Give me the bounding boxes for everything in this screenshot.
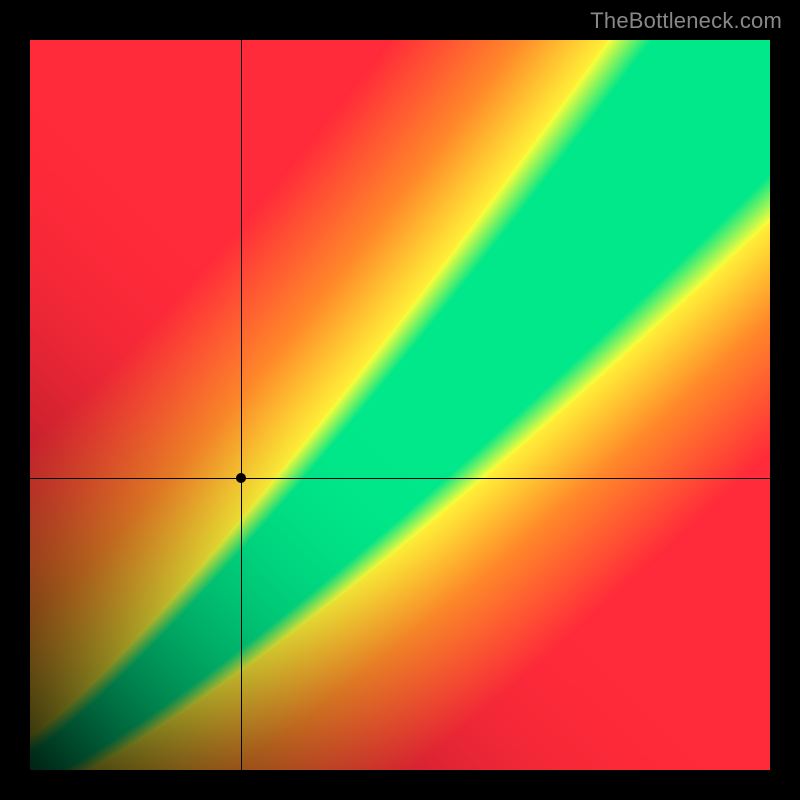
- heatmap-canvas: [30, 40, 770, 770]
- crosshair-horizontal: [30, 478, 770, 479]
- crosshair-vertical: [241, 40, 242, 770]
- heatmap-plot: [30, 40, 770, 770]
- watermark-text: TheBottleneck.com: [590, 8, 782, 34]
- crosshair-point: [236, 473, 246, 483]
- chart-container: TheBottleneck.com: [0, 0, 800, 800]
